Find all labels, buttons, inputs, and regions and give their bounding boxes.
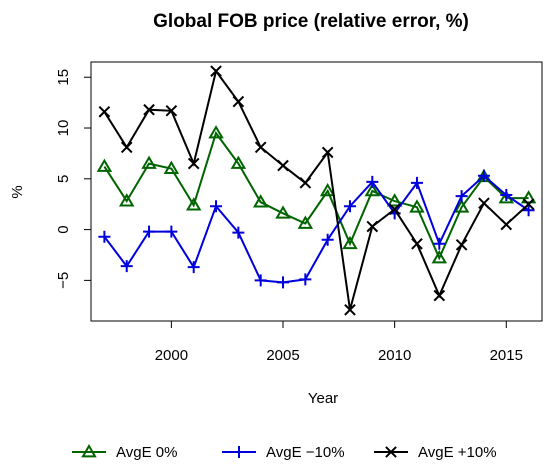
x-axis-label: Year bbox=[308, 390, 338, 407]
data-point bbox=[520, 190, 537, 204]
data-point bbox=[321, 233, 334, 246]
data-point bbox=[254, 141, 267, 154]
data-point bbox=[120, 141, 133, 154]
data-point bbox=[163, 160, 180, 174]
data-point bbox=[388, 203, 401, 216]
data-point bbox=[500, 189, 513, 202]
data-point bbox=[299, 273, 312, 286]
legend-label: AvgE 0% bbox=[116, 444, 177, 461]
data-point bbox=[120, 260, 133, 273]
y-axis-label: % bbox=[9, 185, 26, 198]
data-point bbox=[433, 237, 446, 250]
data-point bbox=[165, 225, 178, 238]
y-axis: −5 0 5 10 15 bbox=[55, 69, 91, 289]
data-point bbox=[455, 239, 468, 251]
data-point bbox=[364, 183, 381, 197]
series-layer bbox=[96, 65, 537, 316]
x-tick-label: 2000 bbox=[155, 347, 188, 364]
y-tick-label: 10 bbox=[55, 120, 72, 137]
data-point bbox=[210, 65, 222, 77]
legend-label: AvgE −10% bbox=[266, 444, 345, 461]
data-point bbox=[118, 193, 135, 207]
data-point bbox=[98, 105, 111, 118]
data-point bbox=[410, 176, 423, 189]
data-point bbox=[411, 238, 423, 250]
data-point bbox=[277, 276, 290, 289]
plot-frame bbox=[90, 61, 543, 322]
data-point bbox=[342, 235, 358, 250]
data-point bbox=[254, 274, 267, 287]
data-point bbox=[409, 199, 425, 213]
data-point bbox=[522, 204, 535, 217]
data-point bbox=[165, 104, 178, 117]
data-point bbox=[455, 190, 468, 203]
data-point bbox=[343, 200, 356, 213]
data-point bbox=[252, 194, 269, 208]
data-point bbox=[275, 205, 291, 219]
data-point bbox=[366, 175, 379, 188]
y-tick-label: −5 bbox=[55, 272, 72, 289]
x-axis: 2000 2005 2010 2015 bbox=[155, 321, 523, 364]
x-tick-label: 2015 bbox=[490, 347, 523, 364]
data-point bbox=[477, 169, 490, 182]
chart-title: Global FOB price (relative error, %) bbox=[153, 11, 469, 32]
legend-item-avge-0: AvgE 0% bbox=[72, 444, 177, 461]
data-point bbox=[232, 95, 245, 108]
x-tick-label: 2010 bbox=[378, 347, 411, 364]
data-point bbox=[277, 159, 289, 172]
series-line bbox=[103, 68, 530, 311]
data-point bbox=[319, 183, 336, 197]
data-point bbox=[344, 304, 356, 316]
data-point bbox=[386, 193, 403, 207]
data-point bbox=[453, 199, 470, 213]
legend: AvgE 0% AvgE −10% AvgE +10% bbox=[72, 444, 497, 461]
data-point bbox=[321, 146, 334, 159]
data-point bbox=[297, 215, 314, 229]
data-point bbox=[187, 261, 200, 274]
data-point bbox=[187, 157, 200, 170]
data-point bbox=[230, 155, 247, 169]
data-point bbox=[210, 200, 223, 213]
data-point bbox=[431, 250, 448, 264]
data-point bbox=[478, 197, 490, 209]
legend-marker bbox=[233, 446, 245, 458]
data-point bbox=[98, 230, 111, 243]
data-point bbox=[96, 158, 113, 172]
data-point bbox=[208, 125, 224, 139]
series-line bbox=[103, 174, 530, 284]
data-point bbox=[299, 177, 312, 189]
series-avge-0 bbox=[96, 125, 537, 264]
y-tick-label: 15 bbox=[55, 69, 72, 86]
legend-marker bbox=[385, 446, 397, 458]
legend-label: AvgE +10% bbox=[418, 444, 497, 461]
data-point bbox=[366, 220, 379, 233]
data-point bbox=[143, 225, 156, 238]
data-point bbox=[500, 218, 513, 231]
series-avge-10 bbox=[98, 65, 535, 316]
data-point bbox=[185, 197, 202, 211]
series-avge-10 bbox=[98, 169, 535, 289]
data-point bbox=[433, 289, 446, 302]
legend-marker bbox=[81, 444, 97, 458]
data-point bbox=[141, 155, 157, 169]
x-tick-label: 2005 bbox=[266, 347, 299, 364]
legend-item-avge-10: AvgE −10% bbox=[222, 444, 345, 461]
data-point bbox=[522, 198, 535, 211]
legend-item-avge-10: AvgE +10% bbox=[374, 444, 497, 461]
y-tick-label: 0 bbox=[55, 225, 72, 233]
series-line bbox=[103, 130, 529, 261]
y-tick-label: 5 bbox=[55, 175, 72, 183]
data-point bbox=[143, 103, 155, 116]
data-point bbox=[232, 226, 245, 239]
